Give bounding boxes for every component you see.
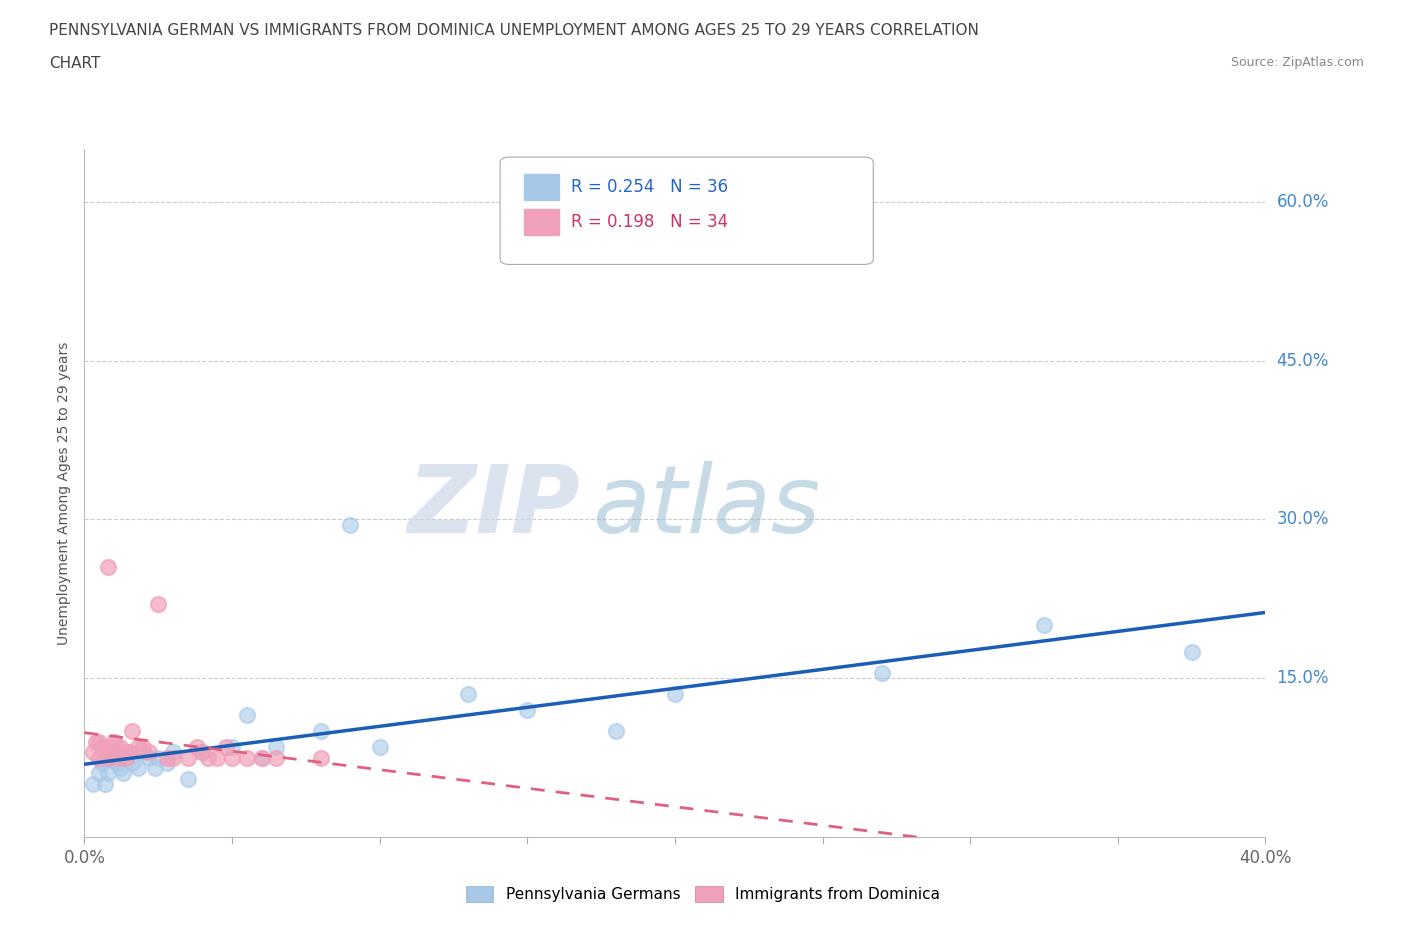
Point bbox=[97, 766, 120, 781]
Point bbox=[132, 745, 155, 760]
Point bbox=[127, 761, 149, 776]
Point bbox=[97, 751, 120, 765]
Point bbox=[94, 745, 117, 760]
Point bbox=[103, 745, 125, 760]
FancyBboxPatch shape bbox=[501, 157, 873, 264]
Point bbox=[87, 751, 111, 765]
Point bbox=[127, 739, 149, 754]
Point bbox=[118, 745, 141, 760]
Point bbox=[132, 739, 155, 754]
Point bbox=[84, 735, 107, 750]
Point bbox=[121, 724, 143, 738]
Point bbox=[309, 724, 332, 738]
Text: Source: ZipAtlas.com: Source: ZipAtlas.com bbox=[1230, 56, 1364, 69]
Point bbox=[156, 751, 179, 765]
Point bbox=[162, 745, 184, 760]
Point bbox=[197, 751, 219, 765]
Point bbox=[103, 735, 125, 750]
Point bbox=[191, 745, 214, 760]
Point bbox=[156, 755, 179, 770]
Point bbox=[121, 755, 143, 770]
Point bbox=[235, 751, 259, 765]
Point bbox=[103, 745, 125, 760]
Point bbox=[205, 751, 228, 765]
Point bbox=[221, 751, 243, 765]
Text: 60.0%: 60.0% bbox=[1277, 193, 1329, 211]
Point bbox=[148, 751, 170, 765]
Point bbox=[148, 597, 170, 612]
Point bbox=[235, 708, 259, 723]
Point bbox=[94, 777, 117, 791]
Text: PENNSYLVANIA GERMAN VS IMMIGRANTS FROM DOMINICA UNEMPLOYMENT AMONG AGES 25 TO 29: PENNSYLVANIA GERMAN VS IMMIGRANTS FROM D… bbox=[49, 23, 979, 38]
Point bbox=[87, 735, 111, 750]
Point bbox=[118, 745, 141, 760]
Point bbox=[100, 739, 122, 754]
Bar bbox=[523, 174, 560, 201]
Point bbox=[114, 751, 136, 765]
Point bbox=[91, 755, 114, 770]
Point bbox=[457, 686, 479, 701]
Point bbox=[1180, 644, 1202, 659]
Point bbox=[264, 739, 288, 754]
Point bbox=[108, 761, 131, 776]
Point bbox=[91, 739, 114, 754]
Point bbox=[108, 739, 131, 754]
Point bbox=[105, 755, 128, 770]
Point bbox=[221, 739, 243, 754]
Point bbox=[191, 745, 214, 760]
Point bbox=[82, 745, 104, 760]
Point bbox=[111, 766, 134, 781]
Text: R = 0.254   N = 36: R = 0.254 N = 36 bbox=[571, 179, 728, 196]
Text: atlas: atlas bbox=[592, 461, 821, 552]
Point bbox=[264, 751, 288, 765]
Point bbox=[162, 751, 184, 765]
Point bbox=[605, 724, 627, 738]
Point bbox=[100, 751, 122, 765]
Point bbox=[177, 771, 200, 786]
Point bbox=[105, 751, 128, 765]
Point bbox=[97, 560, 120, 575]
Point bbox=[143, 761, 166, 776]
Bar bbox=[523, 208, 560, 235]
Point bbox=[664, 686, 686, 701]
Point bbox=[368, 739, 391, 754]
Point bbox=[186, 739, 208, 754]
Point bbox=[215, 739, 238, 754]
Y-axis label: Unemployment Among Ages 25 to 29 years: Unemployment Among Ages 25 to 29 years bbox=[58, 341, 72, 644]
Point bbox=[1032, 618, 1054, 632]
Point bbox=[87, 766, 111, 781]
Point bbox=[114, 751, 136, 765]
Point bbox=[516, 702, 538, 717]
Point bbox=[309, 751, 332, 765]
Text: 45.0%: 45.0% bbox=[1277, 352, 1329, 369]
Point bbox=[111, 745, 134, 760]
Point bbox=[339, 517, 361, 532]
Point bbox=[138, 751, 160, 765]
Point bbox=[177, 751, 200, 765]
Text: CHART: CHART bbox=[49, 56, 101, 71]
Point bbox=[870, 666, 893, 681]
Text: 30.0%: 30.0% bbox=[1277, 511, 1329, 528]
Legend: Pennsylvania Germans, Immigrants from Dominica: Pennsylvania Germans, Immigrants from Do… bbox=[460, 880, 946, 909]
Point bbox=[138, 745, 160, 760]
Text: R = 0.198   N = 34: R = 0.198 N = 34 bbox=[571, 213, 728, 231]
Point bbox=[250, 751, 273, 765]
Point bbox=[82, 777, 104, 791]
Point bbox=[250, 751, 273, 765]
Text: ZIP: ZIP bbox=[408, 460, 581, 552]
Text: 15.0%: 15.0% bbox=[1277, 670, 1329, 687]
